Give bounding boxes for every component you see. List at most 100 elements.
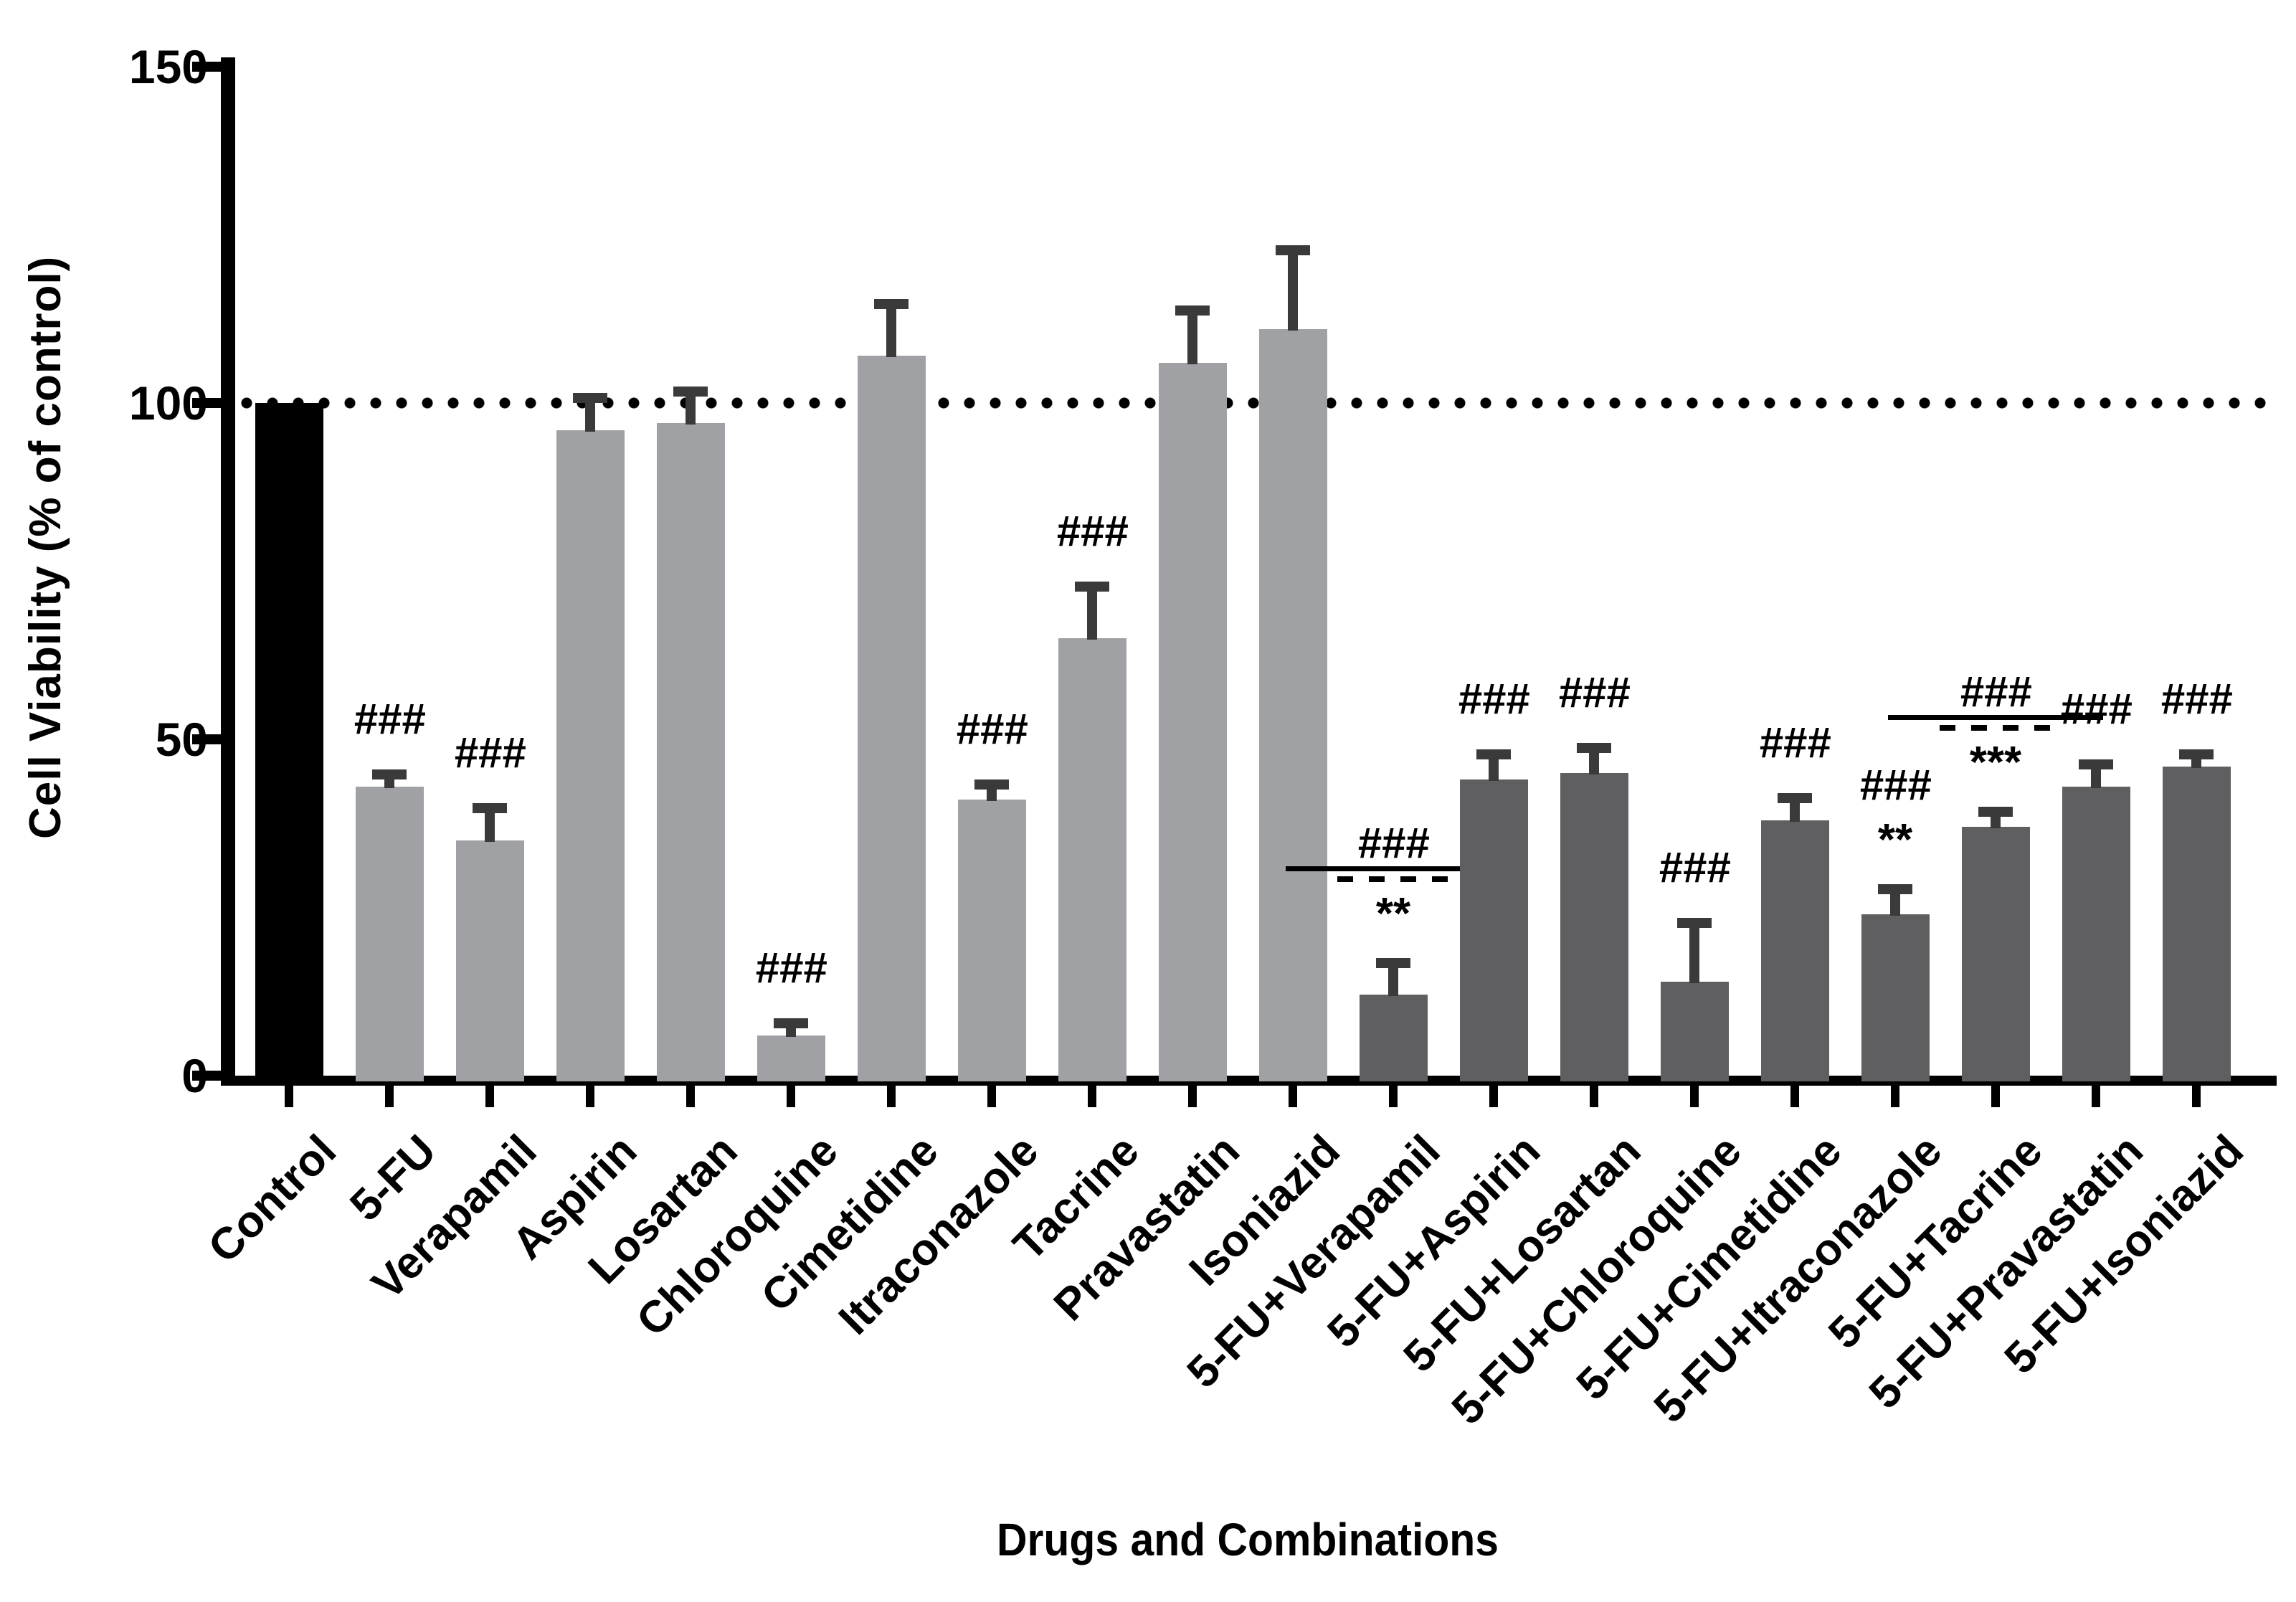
error-bar-cap: [2179, 749, 2214, 760]
bar-Aspirin: [556, 430, 625, 1081]
x-tick: [586, 1086, 594, 1107]
error-bar-stem: [686, 396, 696, 425]
bar-Cimetidine: [857, 356, 926, 1081]
error-bar-stem: [1489, 759, 1499, 782]
x-tick: [1991, 1086, 2000, 1107]
error-bar-stem: [1890, 894, 1900, 916]
error-bar-cap: [974, 779, 1009, 790]
error-bar-stem: [786, 1028, 796, 1037]
error-bar-stem: [384, 779, 394, 788]
x-tick: [787, 1086, 795, 1107]
x-tick: [2092, 1086, 2100, 1107]
error-bar-cap: [1878, 883, 1912, 894]
bar-5-FU: [355, 786, 424, 1081]
y-tick-label: 150: [128, 40, 208, 93]
bar-Control: [255, 403, 323, 1081]
hash-annotation: ###: [1888, 670, 2103, 720]
x-tick: [2192, 1086, 2201, 1107]
hash-annotation: ###: [2059, 685, 2133, 734]
x-tick: [485, 1086, 494, 1107]
bar-5-FU+Losartan: [1560, 772, 1628, 1081]
bar-Chloroquine: [756, 1035, 825, 1081]
error-bar-cap: [1577, 742, 1611, 753]
hash-annotation: ###: [754, 944, 827, 992]
error-bar-cap: [1476, 749, 1511, 760]
error-bar-stem: [585, 403, 595, 432]
error-bar-cap: [1778, 793, 1812, 804]
bar-5-FU+Isoniazid: [2162, 766, 2231, 1081]
error-bar-stem: [1790, 803, 1800, 822]
x-tick: [1489, 1086, 1498, 1107]
bar-5-FU+Chloroquine: [1660, 981, 1729, 1081]
hash-annotation: ###: [453, 729, 526, 777]
y-tick-label: 50: [155, 713, 208, 766]
error-bar-stem: [987, 790, 997, 802]
error-bar-cap: [372, 769, 407, 780]
bar-5-FU+Cimetidine: [1760, 820, 1829, 1081]
x-tick: [1389, 1086, 1398, 1107]
bar-Tacrine: [1058, 638, 1126, 1081]
error-bar-stem: [2191, 759, 2201, 768]
bar-5-FU+Itraconazole: [1861, 914, 1930, 1081]
error-bar-cap: [1677, 917, 1712, 928]
error-bar-stem: [1087, 591, 1097, 640]
dashed-underline: [1940, 724, 2051, 731]
bar-5-FU+Pravastatin: [2062, 786, 2130, 1081]
bar-5-FU+Verapamil: [1359, 995, 1428, 1081]
hash-annotation: ###: [2160, 675, 2233, 724]
x-tick: [1289, 1086, 1297, 1107]
x-tick: [385, 1086, 394, 1107]
x-tick: [987, 1086, 996, 1107]
error-bar-cap: [1276, 245, 1310, 255]
x-tick: [1188, 1086, 1197, 1107]
error-bar-stem: [1589, 752, 1599, 774]
x-tick: [686, 1086, 695, 1107]
error-bar-cap: [1075, 581, 1109, 592]
bar-5-FU+Tacrine: [1961, 826, 2030, 1081]
error-bar-stem: [485, 813, 495, 842]
error-bar-stem: [1991, 816, 2001, 828]
y-axis-line: [221, 57, 235, 1086]
bar-Losartan: [656, 423, 725, 1081]
hash-annotation: ###: [1286, 821, 1501, 871]
error-bar-stem: [886, 308, 896, 358]
x-tick: [1790, 1086, 1799, 1107]
x-tick: [1891, 1086, 1899, 1107]
hash-annotation: ###: [1557, 668, 1631, 716]
error-bar-cap: [673, 386, 708, 397]
error-bar-cap: [1175, 305, 1210, 316]
y-tick: [192, 734, 221, 744]
error-bar-cap: [1376, 957, 1410, 968]
y-tick: [192, 62, 221, 72]
y-tick: [192, 1071, 221, 1081]
bar-Verapamil: [455, 840, 524, 1081]
error-bar-cap: [473, 803, 507, 814]
error-bar-stem: [1288, 255, 1298, 331]
hash-annotation: ###: [1658, 843, 1731, 891]
hash-annotation: ###: [1859, 760, 1932, 809]
error-bar-cap: [874, 298, 909, 309]
x-tick: [1088, 1086, 1096, 1107]
error-bar-stem: [1388, 967, 1398, 997]
error-bar-cap: [774, 1018, 808, 1029]
star-annotation: ***: [1969, 737, 2022, 787]
y-tick: [192, 398, 221, 408]
x-category-label: Control: [199, 1125, 346, 1273]
hash-annotation: ###: [1056, 506, 1129, 555]
y-tick-label: 100: [128, 376, 208, 430]
error-bar-cap: [1978, 806, 2013, 817]
y-tick-label: 0: [181, 1049, 208, 1102]
error-bar-cap: [2079, 759, 2113, 770]
bar-Pravastatin: [1158, 362, 1227, 1081]
bar-Isoniazid: [1258, 328, 1327, 1081]
bar-Itraconazole: [957, 800, 1026, 1081]
dashed-underline: [1337, 876, 1449, 882]
x-axis-title: Drugs and Combinations: [996, 1514, 1499, 1565]
x-tick: [887, 1086, 896, 1107]
hash-annotation: ###: [955, 705, 1028, 754]
bar-5-FU+Aspirin: [1459, 779, 1528, 1081]
star-annotation: **: [1375, 888, 1411, 939]
hash-annotation: ###: [353, 695, 426, 744]
x-tick: [1690, 1086, 1699, 1107]
